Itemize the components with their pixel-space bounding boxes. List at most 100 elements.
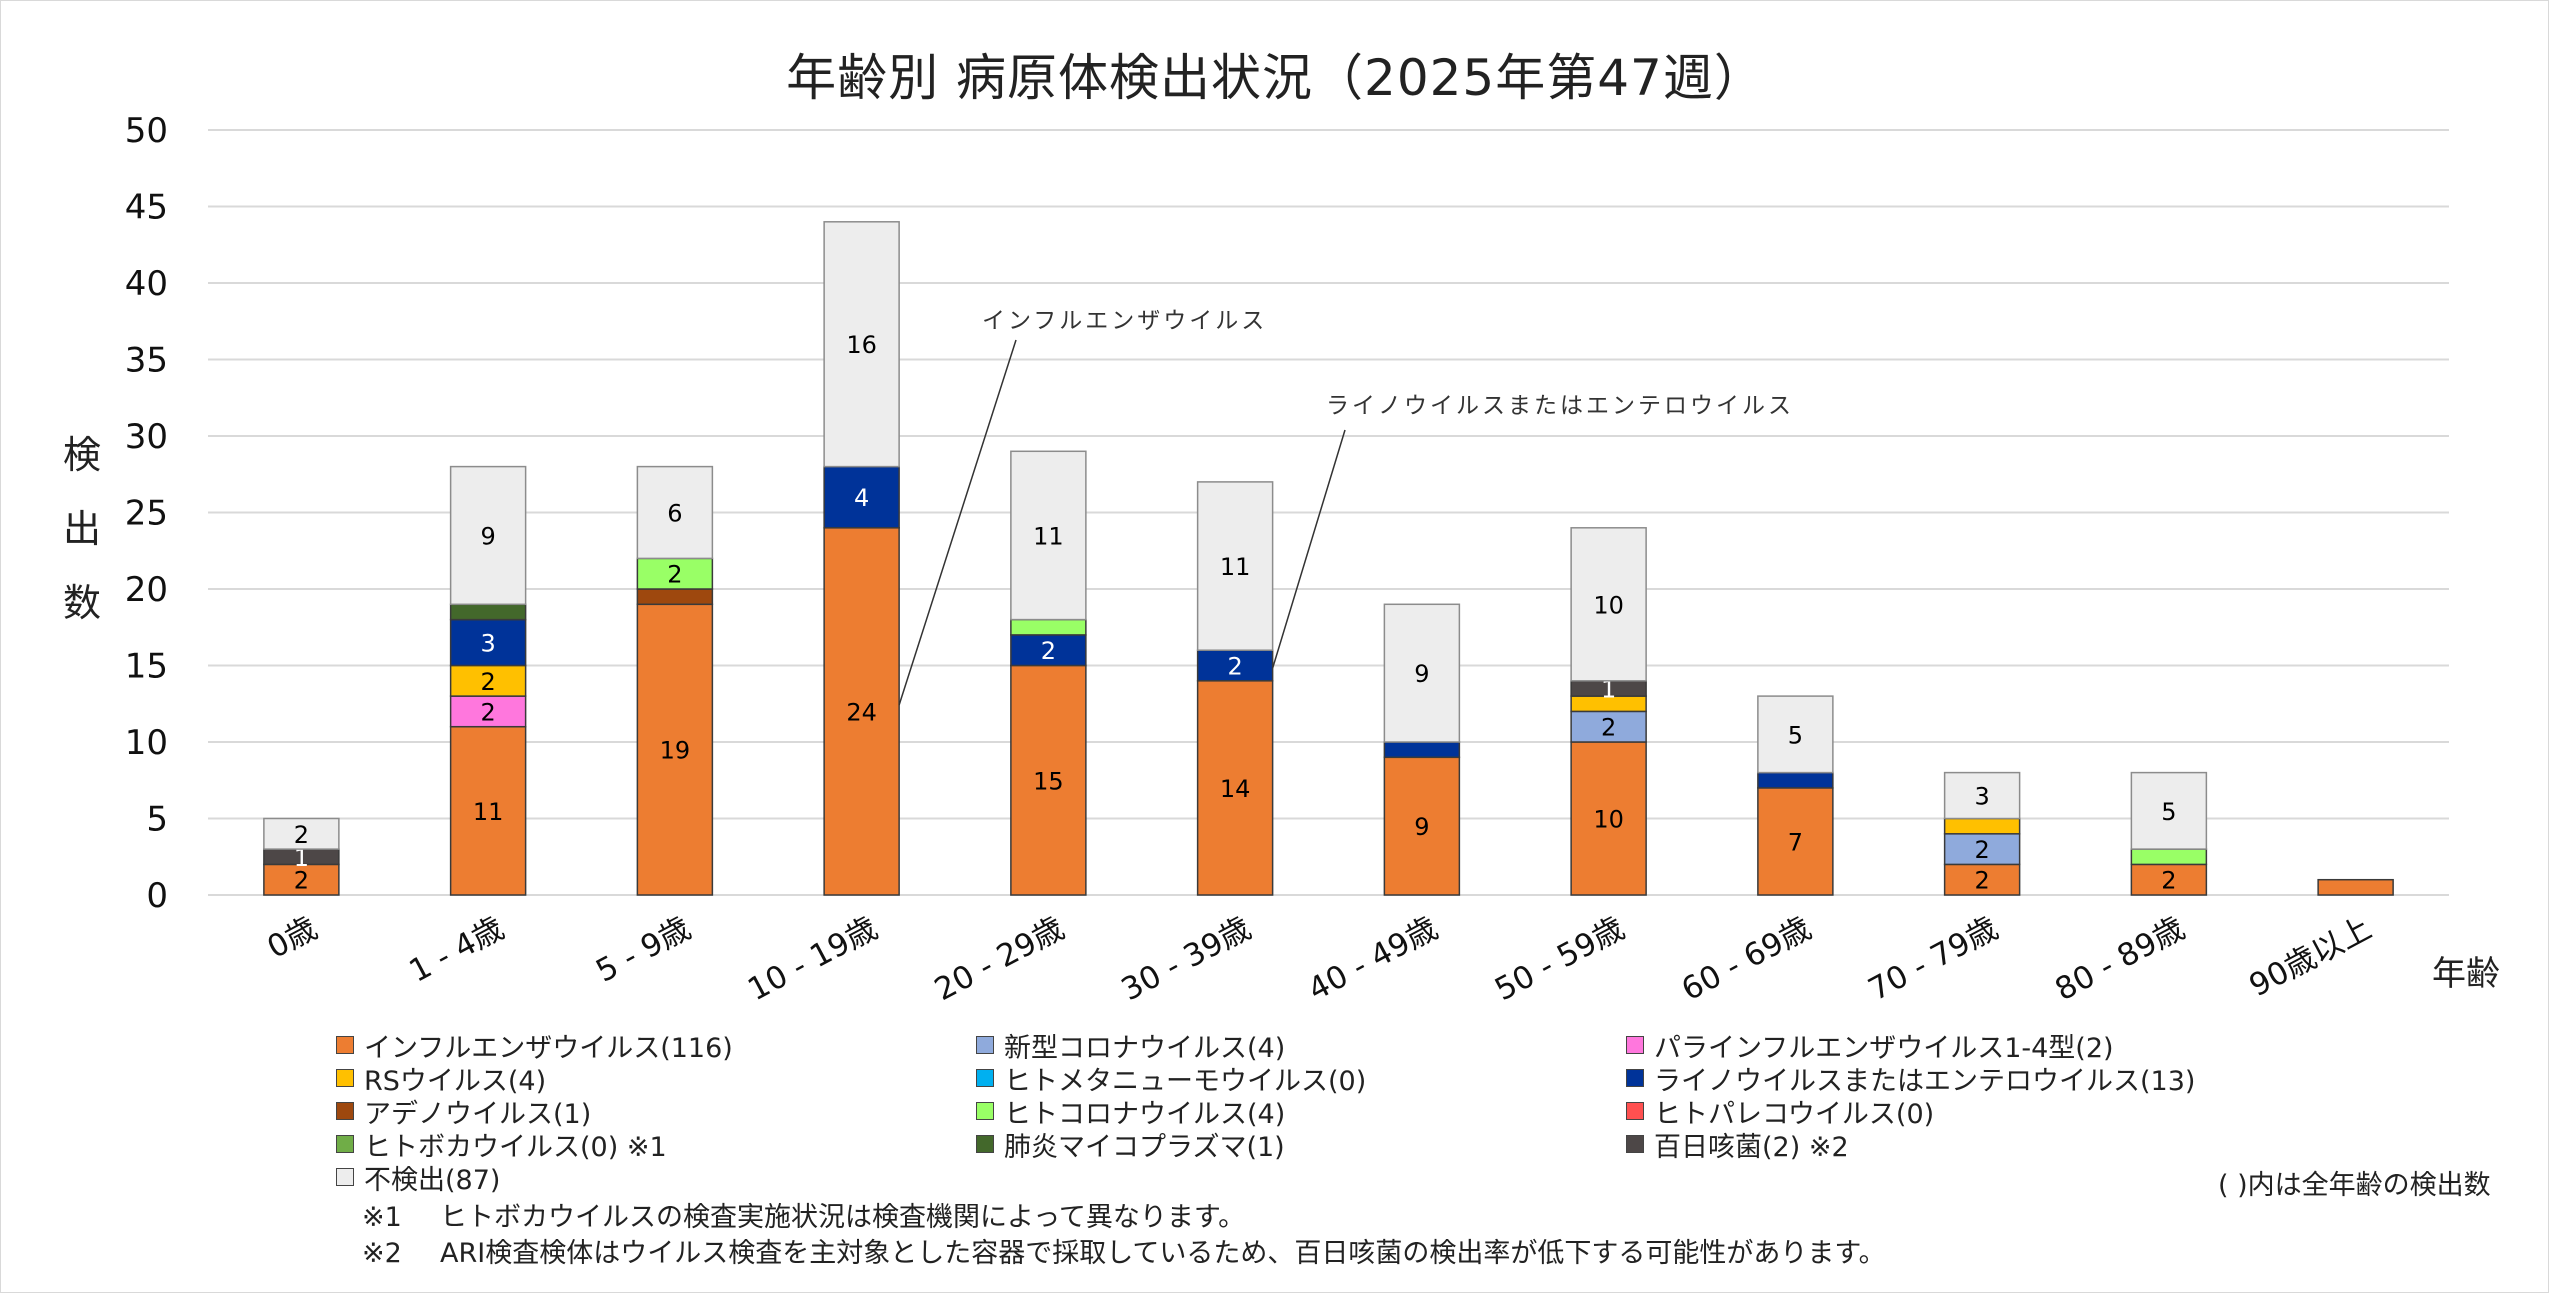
callout-label: インフルエンザウイルス — [982, 308, 1267, 334]
legend-swatch — [976, 1036, 994, 1054]
data-label: 2 — [2161, 867, 2176, 895]
x-tick-label: 20 - 29歳 — [929, 910, 1070, 1000]
legend-swatch — [1626, 1036, 1644, 1054]
bar-segment — [1757, 771, 1834, 789]
data-label: 11 — [473, 798, 504, 826]
legend-item: 肺炎マイコプラズマ(1) — [976, 1127, 1285, 1163]
x-tick-label: 60 - 69歳 — [1676, 910, 1817, 1000]
data-label: 10 — [1593, 591, 1624, 619]
gridlines — [208, 129, 2449, 896]
y-tick-label: 45 — [125, 188, 168, 228]
legend-swatch — [976, 1135, 994, 1153]
bar-segment — [823, 221, 900, 468]
bar-stack: 11 22 3 9 — [449, 465, 527, 896]
legend-label: 肺炎マイコプラズマ(1) — [1004, 1131, 1285, 1163]
x-tick-label: 80 - 89歳 — [2049, 910, 2190, 1000]
footnote-1: ※1 ヒトボカウイルスの検査実施状況は検査機関によって異なります。 — [362, 1200, 1886, 1236]
bar-segment — [1383, 756, 1461, 896]
legend-item: ヒトメタニューモウイルス(0) — [976, 1061, 1367, 1097]
bar-stack: 10 2 1 10 — [1570, 527, 1647, 896]
legend-item: RSウイルス(4) — [336, 1061, 547, 1097]
bar-stack: 24 4 16 — [823, 221, 900, 896]
legend-swatch — [336, 1135, 354, 1153]
legend-item: ヒトコロナウイルス(4) — [976, 1094, 1286, 1130]
legend-item: 不検出(87) — [336, 1160, 501, 1196]
data-label: 15 — [1033, 767, 1064, 795]
legend-item: ヒトパレコウイルス(0) — [1626, 1094, 1935, 1130]
legend-label: ヒトボカウイルス(0) ※1 — [364, 1131, 667, 1163]
bar-stack — [2317, 878, 2394, 896]
data-label: 3 — [480, 630, 495, 658]
bar-segment — [1943, 771, 2021, 820]
bar-segment — [1943, 817, 2021, 835]
y-tick-label: 50 — [125, 111, 168, 151]
y-tick-label: 15 — [125, 647, 168, 687]
bar-stack: 14 2 11 — [1196, 481, 1274, 896]
legend-label: ヒトコロナウイルス(4) — [1004, 1098, 1286, 1130]
data-label: 5 — [2161, 798, 2176, 826]
legend-item: ライノウイルスまたはエンテロウイルス(13) — [1626, 1061, 2196, 1097]
data-label: 16 — [846, 331, 877, 359]
y-axis-title-char-2: 出 — [62, 507, 101, 551]
y-axis-ticks: 0 5 10 15 20 25 30 35 40 45 50 — [125, 111, 168, 916]
x-tick-label: 0歳 — [261, 910, 323, 966]
data-label: 10 — [1593, 806, 1624, 834]
bar-segment — [1010, 664, 1087, 896]
data-label: 2 — [1041, 637, 1056, 665]
legend-item: アデノウイルス(1) — [336, 1094, 592, 1130]
legend-label: アデノウイルス(1) — [364, 1098, 592, 1130]
y-tick-label: 40 — [125, 264, 168, 304]
bar-segment — [1757, 695, 1834, 774]
data-label: 2 — [480, 698, 495, 726]
callout-label: ライノウイルスまたはエンテロウイルス — [1326, 393, 1794, 419]
bar-segment — [1570, 527, 1647, 682]
bar-segment — [2317, 878, 2394, 896]
bar-stack: 212 — [263, 817, 340, 896]
callout-line — [1271, 429, 1346, 669]
bar-segment — [1383, 741, 1461, 759]
x-tick-label: 1 - 4歳 — [403, 910, 509, 989]
bar-segment — [1196, 680, 1274, 896]
bar-segment — [2130, 848, 2208, 866]
y-tick-label: 5 — [146, 800, 168, 840]
bar-segment — [1943, 833, 2021, 866]
data-label: 2 — [294, 821, 309, 849]
bar-segment — [636, 557, 714, 590]
bar-segment — [449, 664, 527, 697]
legend-note: ( )内は全年齢の検出数 — [2218, 1170, 2491, 1201]
y-tick-label: 20 — [125, 570, 168, 610]
legend-item: 新型コロナウイルス(4) — [976, 1028, 1285, 1064]
bar-segment — [636, 465, 714, 560]
data-label: 5 — [1788, 721, 1803, 749]
x-tick-label: 70 - 79歳 — [1863, 910, 2004, 1000]
data-label: 7 — [1788, 828, 1803, 856]
legend-item: インフルエンザウイルス(116) — [336, 1028, 733, 1064]
data-label: 11 — [1220, 553, 1251, 581]
legend-label: ヒトパレコウイルス(0) — [1654, 1098, 1935, 1130]
data-label: 9 — [480, 522, 495, 550]
legend-swatch — [336, 1036, 354, 1054]
legend-swatch — [336, 1168, 354, 1186]
legend-label: ライノウイルスまたはエンテロウイルス(13) — [1654, 1065, 2196, 1097]
legend-label: 不検出(87) — [364, 1164, 501, 1196]
data-label: 2 — [1601, 714, 1616, 742]
y-tick-label: 25 — [125, 494, 168, 534]
data-label: 6 — [667, 500, 682, 528]
y-axis-title-char-3: 数 — [62, 581, 101, 625]
legend-swatch — [336, 1102, 354, 1120]
legend-label: ヒトメタニューモウイルス(0) — [1004, 1065, 1367, 1097]
legend-swatch — [1626, 1102, 1644, 1120]
bar-segment — [263, 863, 340, 896]
legend-label: RSウイルス(4) — [364, 1065, 547, 1097]
data-label: 2 — [1974, 867, 1989, 895]
x-tick-label: 30 - 39歳 — [1116, 910, 1257, 1000]
y-axis-title: 検 出 数 — [52, 418, 112, 640]
x-tick-label: 10 - 19歳 — [742, 910, 883, 1000]
legend-label: パラインフルエンザウイルス1-4型(2) — [1654, 1032, 2114, 1064]
data-label: 2 — [1974, 836, 1989, 864]
bar-segment — [1196, 481, 1274, 651]
bar-segment — [449, 465, 527, 606]
x-tick-label: 40 - 49歳 — [1302, 910, 1443, 1000]
data-label: 2 — [1227, 653, 1242, 681]
